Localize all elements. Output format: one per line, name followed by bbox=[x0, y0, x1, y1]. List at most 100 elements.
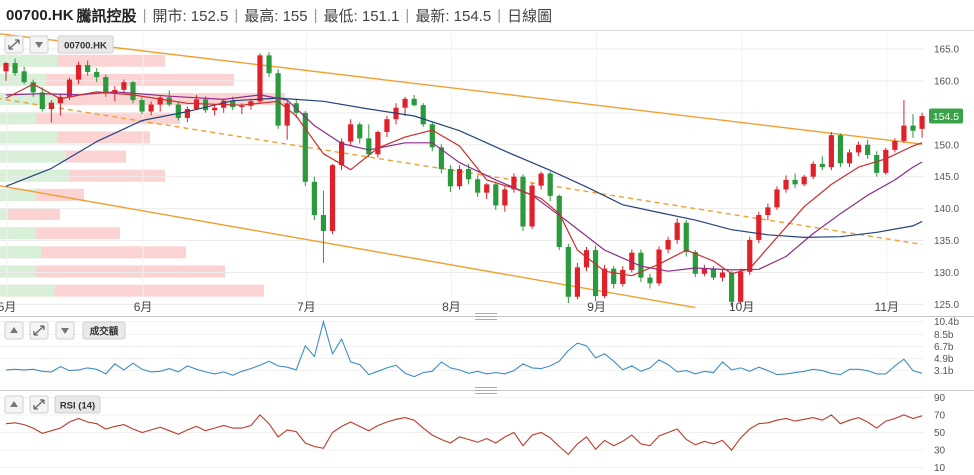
volume-profile-down-bar bbox=[0, 188, 37, 201]
candle-body bbox=[12, 63, 18, 74]
candle-body bbox=[910, 125, 916, 131]
volume-profile-up-bar bbox=[0, 246, 186, 259]
period-label: 日線圖 bbox=[507, 7, 553, 25]
candle-body bbox=[638, 252, 644, 278]
candle-body bbox=[583, 250, 590, 268]
volume-tick: 6.7b bbox=[934, 342, 954, 353]
channel-upper-line bbox=[0, 33, 923, 145]
svg-text:RSI (14): RSI (14) bbox=[60, 401, 95, 412]
candle-body bbox=[493, 184, 499, 206]
candle-body bbox=[157, 97, 163, 105]
price-axis: 165.0160.0155.0150.0145.0140.0135.0130.0… bbox=[934, 44, 959, 310]
resize-handle[interactable] bbox=[475, 313, 497, 320]
candle-body bbox=[765, 207, 771, 216]
candle-body bbox=[574, 267, 581, 297]
divider: | bbox=[234, 6, 239, 24]
divider: | bbox=[313, 6, 318, 24]
candle-body bbox=[39, 92, 45, 109]
rsi-line bbox=[5, 414, 923, 456]
candle-body bbox=[139, 100, 145, 112]
expand-icon[interactable] bbox=[4, 35, 24, 54]
candle-body bbox=[230, 100, 236, 108]
candle-body bbox=[538, 173, 544, 186]
candle-body bbox=[710, 268, 717, 278]
candle-body bbox=[738, 271, 744, 302]
candle-body bbox=[855, 144, 862, 153]
expand-icon[interactable] bbox=[29, 395, 49, 414]
candle-body bbox=[656, 249, 662, 284]
candle-body bbox=[366, 138, 372, 155]
candle-body bbox=[701, 268, 707, 274]
candle-body bbox=[438, 147, 444, 170]
volume-tick: 10.4b bbox=[934, 317, 959, 328]
candle-body bbox=[801, 176, 807, 185]
open-price: 開市: 152.5 bbox=[152, 7, 229, 25]
volume-profile-down-bar bbox=[0, 112, 37, 125]
svg-text:成交額: 成交額 bbox=[90, 326, 119, 338]
candle-body bbox=[447, 169, 454, 187]
volume-profile-up-bar bbox=[0, 208, 60, 221]
candle-body bbox=[729, 272, 735, 302]
quote-header: 00700.HK 騰訊控股 | 開市: 152.5 | 最高: 155 | 最低… bbox=[0, 0, 974, 31]
candle-body bbox=[175, 104, 181, 118]
month-label: 6月 bbox=[134, 300, 153, 314]
price-tick: 160.0 bbox=[934, 76, 959, 87]
move-up-icon[interactable] bbox=[4, 321, 24, 340]
candle-body bbox=[48, 102, 54, 109]
expand-icon[interactable] bbox=[29, 321, 49, 340]
channel-mid-line bbox=[0, 98, 923, 246]
volume-profile-down-bar bbox=[0, 284, 55, 297]
volume-tick: 4.9b bbox=[934, 354, 954, 365]
candle-body bbox=[320, 215, 327, 231]
price-tick: 165.0 bbox=[934, 44, 959, 55]
moving-averages bbox=[5, 83, 923, 277]
candle-body bbox=[556, 195, 562, 247]
candle-body bbox=[30, 82, 36, 93]
price-tick: 125.0 bbox=[934, 300, 959, 311]
candle-body bbox=[57, 96, 64, 104]
price-tick: 135.0 bbox=[934, 236, 959, 247]
candle-body bbox=[202, 99, 209, 111]
candle-body bbox=[547, 173, 553, 196]
candle-body bbox=[302, 112, 308, 182]
month-label: 10月 bbox=[729, 300, 754, 314]
move-down-icon[interactable] bbox=[55, 321, 75, 340]
candle-body bbox=[756, 215, 762, 240]
volume-profile-down-bar bbox=[0, 169, 70, 182]
candle-body bbox=[85, 64, 91, 72]
volume-line bbox=[5, 319, 923, 378]
candle-body bbox=[774, 189, 780, 208]
volume-profile-up-bar bbox=[0, 112, 180, 125]
candle-body bbox=[747, 239, 753, 272]
move-up-icon[interactable] bbox=[4, 395, 24, 414]
volume-panel-tag: 成交額 bbox=[82, 321, 126, 340]
candle-body bbox=[384, 119, 390, 132]
candle-body bbox=[475, 179, 481, 193]
candle-body bbox=[602, 268, 608, 297]
volume-chart: 10.4b 8.5b6.7b4.9b3.1b bbox=[0, 317, 959, 378]
candle-body bbox=[94, 71, 100, 78]
divider: | bbox=[405, 6, 410, 24]
volume-profile-up-bar bbox=[0, 265, 225, 278]
rsi-tick: 90 bbox=[934, 393, 946, 404]
candle-body bbox=[792, 179, 798, 185]
candle-body bbox=[402, 98, 408, 108]
candle-body bbox=[502, 189, 508, 206]
rsi-chart: 90 70 50 30 10 bbox=[0, 393, 946, 474]
last-price-badge: 154.5 bbox=[929, 108, 963, 124]
volume-tick: 3.1b bbox=[934, 366, 954, 377]
candle-body bbox=[837, 135, 844, 164]
resize-handle[interactable] bbox=[475, 387, 497, 394]
candle-body bbox=[121, 82, 127, 90]
price-tick: 140.0 bbox=[934, 204, 959, 215]
month-label: 7月 bbox=[297, 300, 316, 314]
rsi-tick: 50 bbox=[934, 428, 946, 439]
volume-profile-down-bar bbox=[0, 265, 37, 278]
month-label: 5月 bbox=[0, 300, 16, 314]
candle-body bbox=[375, 131, 381, 155]
divider: | bbox=[142, 6, 147, 24]
move-down-icon[interactable] bbox=[29, 35, 49, 54]
candle-body bbox=[429, 124, 435, 148]
candle-body bbox=[783, 179, 789, 190]
